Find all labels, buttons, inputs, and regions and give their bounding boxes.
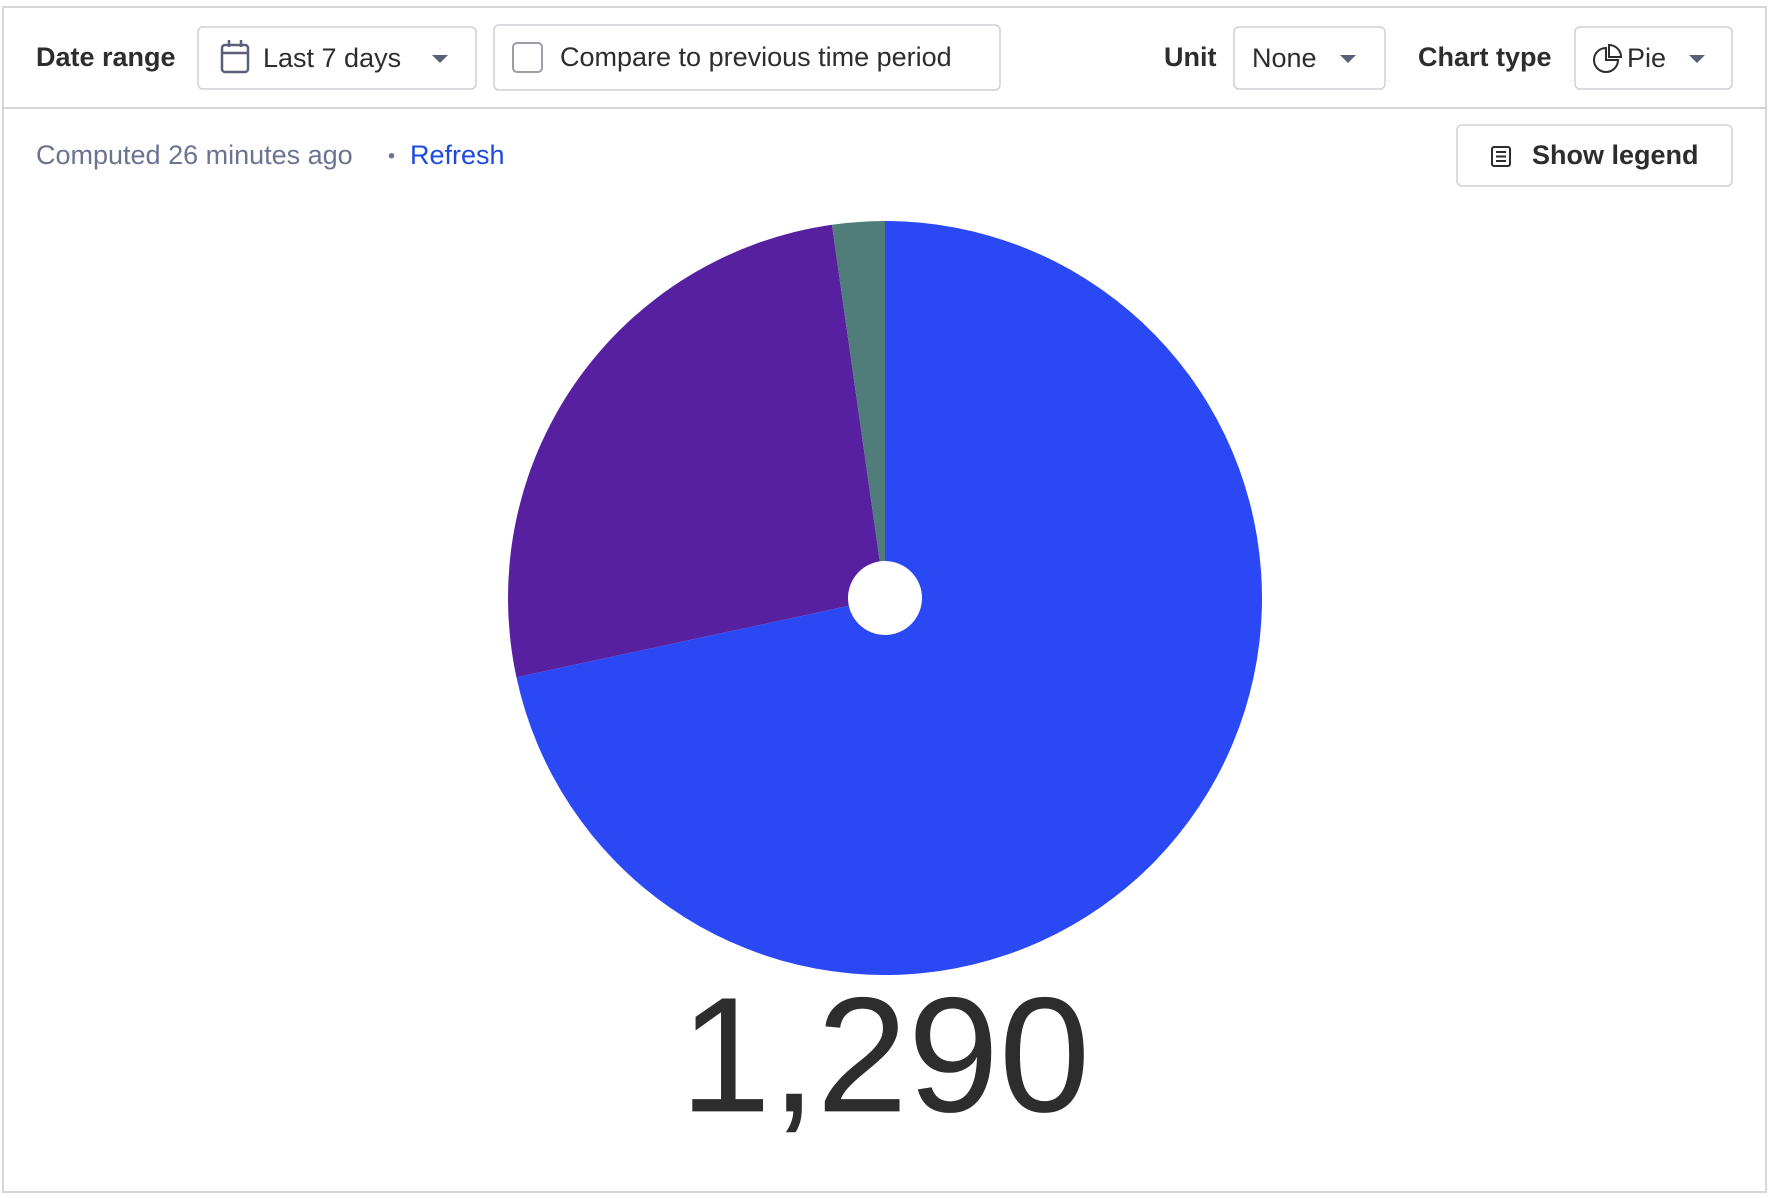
checkbox[interactable] xyxy=(512,42,543,73)
legend-icon xyxy=(1491,146,1511,167)
show-legend-button[interactable] xyxy=(1456,124,1733,187)
pie-icon xyxy=(1593,43,1623,73)
calendar-icon xyxy=(220,40,250,74)
unit-label: Unit xyxy=(1164,42,1216,72)
chart-type-select[interactable]: Pie xyxy=(1574,26,1733,90)
chart-type-value[interactable]: Pie xyxy=(1627,43,1666,73)
pie-center-hole xyxy=(848,561,922,635)
computed-status: Computed 26 minutes ago xyxy=(36,140,353,170)
compare-button[interactable] xyxy=(493,24,1001,91)
chart-type-label: Chart type xyxy=(1418,42,1552,72)
unit-select[interactable]: None xyxy=(1233,26,1386,90)
refresh-link[interactable]: Refresh xyxy=(410,140,505,170)
compare-toggle[interactable]: Compare to previous time period xyxy=(493,24,1001,91)
caret xyxy=(1340,55,1356,63)
date-range-label: Date range xyxy=(36,42,176,72)
pie-slice xyxy=(508,224,885,678)
unit-value[interactable]: None xyxy=(1252,43,1317,73)
date-range-value[interactable]: Last 7 days xyxy=(263,43,401,73)
pie-slice xyxy=(831,221,885,598)
show-legend-label[interactable]: Show legend xyxy=(1532,140,1699,170)
separator: • xyxy=(388,145,395,167)
chart-type-button[interactable] xyxy=(1574,26,1733,90)
show-legend-toggle[interactable]: Show legend xyxy=(1456,124,1733,187)
caret xyxy=(432,55,448,63)
date-range-button[interactable] xyxy=(197,26,477,90)
date-range-select[interactable]: Last 7 days xyxy=(197,26,477,90)
compare-label[interactable]: Compare to previous time period xyxy=(560,42,952,72)
caret xyxy=(1689,55,1705,63)
total-value: 1,290 xyxy=(680,963,1090,1146)
unit-button[interactable] xyxy=(1233,26,1386,90)
pie-chart xyxy=(508,221,1263,975)
